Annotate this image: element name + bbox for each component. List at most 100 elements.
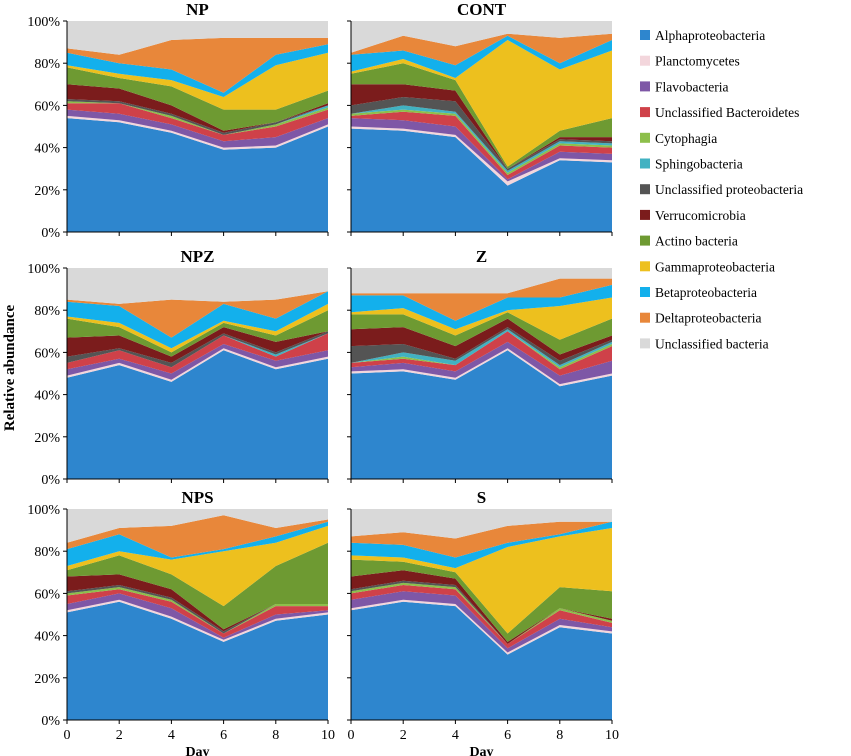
area-z-sphingobacteria bbox=[351, 329, 612, 368]
y-tick-label: 80% bbox=[34, 57, 60, 72]
y-tick-label: 0% bbox=[41, 473, 60, 488]
legend-swatch bbox=[640, 338, 650, 349]
panel-title: S bbox=[477, 488, 486, 507]
area-npz-deltaproteobacteria bbox=[67, 291, 328, 338]
area-s-unclassified-bacteroidetes bbox=[351, 585, 612, 649]
x-tick-label: 0 bbox=[348, 728, 355, 743]
area-nps-verrucomicrobia bbox=[67, 574, 328, 632]
legend-item-flavobacteria: Flavobacteria bbox=[640, 79, 728, 94]
panels: 0%20%40%60%80%100%NP CONT0%20%40%60%80%10… bbox=[27, 0, 619, 756]
panel-title: Z bbox=[476, 247, 487, 266]
legend-label: Alphaproteobacteria bbox=[655, 28, 765, 43]
legend-item-betaproteobacteria: Betaproteobacteria bbox=[640, 285, 757, 300]
legend: Alphaproteobacteria Planctomycetes Flavoba… bbox=[640, 28, 803, 351]
area-z-betaproteobacteria bbox=[351, 284, 612, 330]
area-z-planctomycetes bbox=[351, 348, 612, 387]
legend-swatch bbox=[640, 132, 650, 143]
area-npz-verrucomicrobia bbox=[67, 327, 328, 363]
y-tick-label: 40% bbox=[34, 142, 60, 157]
area-s-alphaproteobacteria bbox=[351, 601, 612, 720]
area-np-alphaproteobacteria bbox=[67, 118, 328, 232]
area-z-deltaproteobacteria bbox=[351, 278, 612, 321]
panel-cont: CONT bbox=[347, 0, 613, 236]
x-tick-label: 4 bbox=[452, 728, 459, 743]
legend-item-alphaproteobacteria: Alphaproteobacteria bbox=[640, 28, 765, 43]
area-s-betaproteobacteria bbox=[351, 521, 612, 569]
legend-label: Unclassified proteobacteria bbox=[655, 182, 803, 197]
area-np-deltaproteobacteria bbox=[67, 37, 328, 93]
area-nps-actino-bacteria bbox=[67, 542, 328, 630]
x-tick-label: 4 bbox=[168, 728, 175, 743]
legend-item-planctomycetes: Planctomycetes bbox=[640, 54, 740, 69]
legend-swatch bbox=[640, 235, 650, 246]
area-nps-cytophagia bbox=[67, 587, 328, 634]
area-nps-gammaproteobacteria bbox=[67, 525, 328, 607]
legend-item-sphingobacteria: Sphingobacteria bbox=[640, 157, 743, 172]
legend-label: Flavobacteria bbox=[655, 79, 728, 94]
legend-swatch bbox=[640, 30, 650, 40]
legend-item-actino-bacteria: Actino bacteria bbox=[640, 234, 738, 249]
legend-label: Cytophagia bbox=[655, 131, 717, 146]
legend-label: Deltaproteobacteria bbox=[655, 311, 761, 326]
area-np-unclassified-bacteroidetes bbox=[67, 103, 328, 142]
x-tick-label: 10 bbox=[321, 728, 335, 743]
legend-item-unclassified-bacteroidetes: Unclassified Bacteroidetes bbox=[640, 105, 799, 120]
area-npz-unclassified-bacteroidetes bbox=[67, 333, 328, 374]
area-np-gammaproteobacteria bbox=[67, 52, 328, 110]
area-cont-deltaproteobacteria bbox=[351, 33, 612, 66]
y-tick-label: 20% bbox=[34, 431, 60, 446]
area-np-unclassified-proteobacteria bbox=[67, 99, 328, 135]
area-npz-betaproteobacteria bbox=[67, 291, 328, 349]
area-npz-alphaproteobacteria bbox=[67, 350, 328, 479]
area-z-cytophagia bbox=[351, 331, 612, 370]
legend-label: Betaproteobacteria bbox=[655, 285, 757, 300]
area-cont-flavobacteria bbox=[351, 118, 612, 182]
panel-nps: 0% 20% 40% 60% 80% 100% 0 2 4 6 8 10 Day NPS bbox=[27, 488, 335, 756]
legend-swatch bbox=[640, 158, 650, 169]
area-cont-unclassified-bacteroidetes bbox=[351, 111, 612, 180]
legend-item-unclassified-proteobacteria: Unclassified proteobacteria bbox=[640, 182, 803, 197]
area-nps-unclassified-bacteria bbox=[67, 509, 328, 543]
area-s-planctomycetes bbox=[351, 599, 612, 655]
area-cont-verrucomicrobia bbox=[351, 84, 612, 169]
legend-swatch bbox=[640, 287, 650, 297]
area-cont-unclassified-proteobacteria bbox=[351, 97, 612, 171]
area-nps-unclassified-proteobacteria bbox=[67, 585, 328, 634]
area-nps-alphaproteobacteria bbox=[67, 601, 328, 720]
area-s-cytophagia bbox=[351, 582, 612, 644]
area-s-gammaproteobacteria bbox=[351, 528, 612, 634]
area-cont-alphaproteobacteria bbox=[351, 128, 612, 232]
area-np-verrucomicrobia bbox=[67, 84, 328, 133]
area-z-unclassified-bacteria bbox=[351, 268, 612, 294]
x-tick-label: 2 bbox=[400, 728, 407, 743]
y-tick-label: 20% bbox=[34, 184, 60, 199]
area-z-flavobacteria bbox=[351, 341, 612, 385]
x-axis-title: Day bbox=[469, 745, 493, 756]
legend-swatch bbox=[640, 55, 650, 66]
legend-item-gammaproteobacteria: Gammaproteobacteria bbox=[640, 259, 775, 274]
area-nps-unclassified-bacteroidetes bbox=[67, 589, 328, 638]
panel-s: 0 2 4 6 8 10 Day S bbox=[347, 488, 619, 756]
area-s-verrucomicrobia bbox=[351, 570, 612, 644]
x-tick-label: 0 bbox=[64, 728, 71, 743]
area-z-alphaproteobacteria bbox=[351, 350, 612, 479]
area-npz-flavobacteria bbox=[67, 344, 328, 380]
area-nps-flavobacteria bbox=[67, 593, 328, 640]
area-np-flavobacteria bbox=[67, 109, 328, 148]
y-tick-label: 20% bbox=[34, 672, 60, 687]
legend-swatch bbox=[640, 312, 650, 323]
panel-z: Z bbox=[347, 247, 613, 483]
area-s-unclassified-proteobacteria bbox=[351, 580, 612, 644]
panel-npz: 0% 20% 40% 60% 80% 100% NPZ bbox=[27, 247, 329, 488]
y-tick-label: 0% bbox=[41, 714, 60, 729]
area-cont-actino-bacteria bbox=[351, 63, 612, 169]
y-tick-label: 100% bbox=[27, 503, 60, 518]
y-tick-label: 40% bbox=[34, 630, 60, 645]
area-np-planctomycetes bbox=[67, 115, 328, 150]
area-s-deltaproteobacteria bbox=[351, 521, 612, 558]
area-nps-betaproteobacteria bbox=[67, 521, 328, 566]
legend-label: Unclassified Bacteroidetes bbox=[655, 105, 799, 120]
legend-label: Actino bacteria bbox=[655, 234, 738, 249]
y-tick-label: 80% bbox=[34, 304, 60, 319]
area-np-betaproteobacteria bbox=[67, 44, 328, 97]
